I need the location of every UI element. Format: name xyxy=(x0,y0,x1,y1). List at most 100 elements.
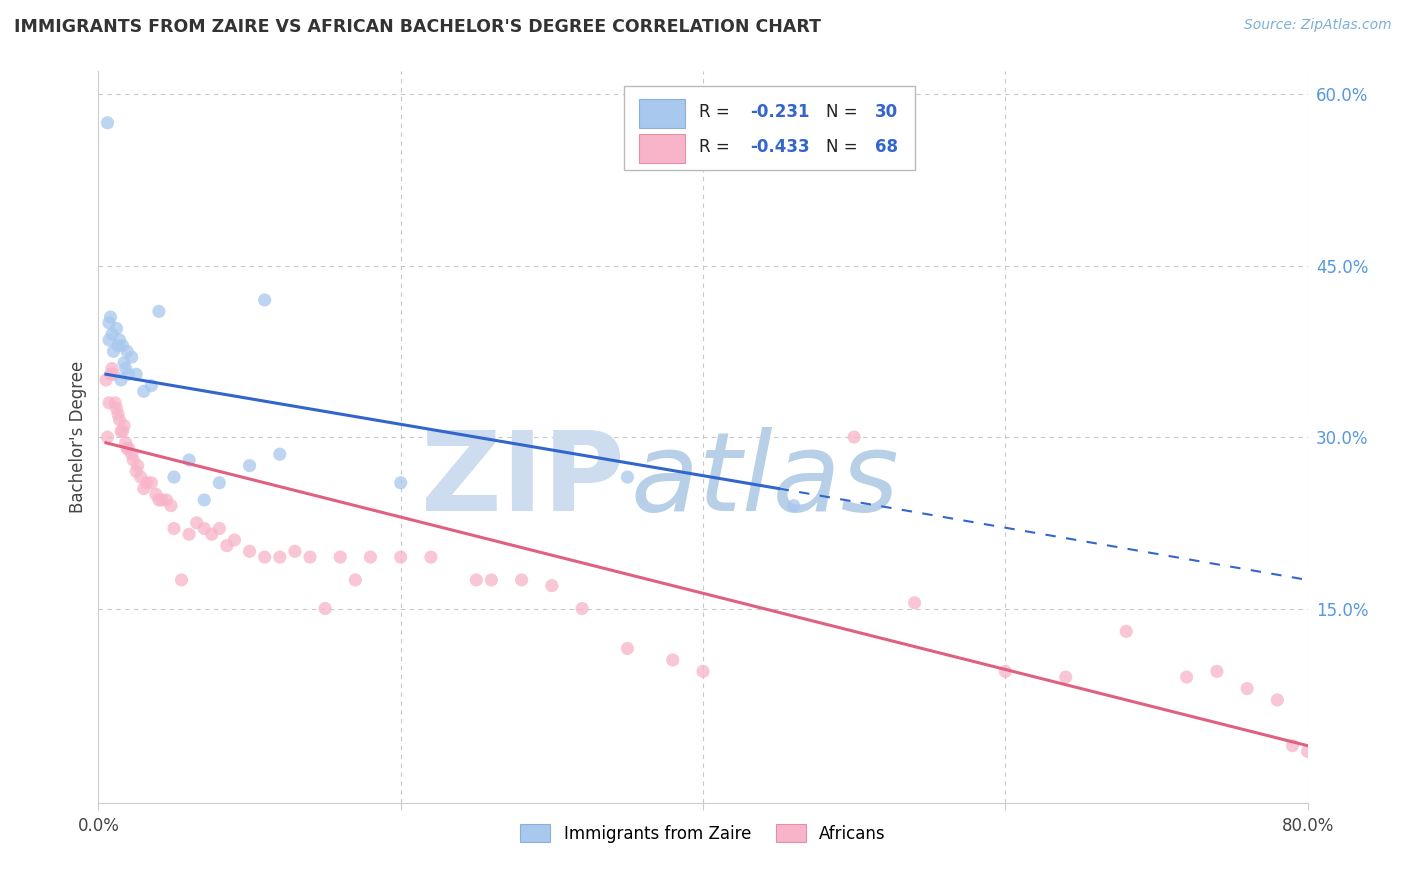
Point xyxy=(284,544,307,558)
Point xyxy=(1267,693,1289,707)
Point xyxy=(389,475,412,490)
Point xyxy=(692,665,714,679)
Point xyxy=(98,396,121,410)
Point xyxy=(193,521,215,535)
Point xyxy=(108,413,131,427)
Legend: Immigrants from Zaire, Africans: Immigrants from Zaire, Africans xyxy=(513,818,893,849)
Point xyxy=(215,539,238,553)
Point xyxy=(389,550,412,565)
Point xyxy=(101,361,124,376)
Point xyxy=(110,373,132,387)
Text: 68: 68 xyxy=(875,137,897,156)
Point xyxy=(1236,681,1258,696)
Point xyxy=(510,573,533,587)
Point xyxy=(540,579,562,593)
Point xyxy=(616,641,638,656)
Point xyxy=(208,475,231,490)
Text: Source: ZipAtlas.com: Source: ZipAtlas.com xyxy=(1244,18,1392,32)
Point xyxy=(104,396,127,410)
Point xyxy=(571,601,593,615)
Point xyxy=(115,344,138,359)
Point xyxy=(100,368,122,382)
Point xyxy=(121,447,143,461)
Point xyxy=(125,368,148,382)
Point xyxy=(1054,670,1077,684)
Point xyxy=(98,333,121,347)
Point xyxy=(141,475,163,490)
Point xyxy=(141,378,163,392)
Point xyxy=(160,499,183,513)
Point xyxy=(481,573,503,587)
Point xyxy=(129,470,152,484)
Point xyxy=(115,442,138,456)
Text: -0.231: -0.231 xyxy=(751,103,810,121)
Point xyxy=(253,550,276,565)
Point xyxy=(98,316,121,330)
Point xyxy=(1115,624,1137,639)
Point xyxy=(661,653,683,667)
Bar xyxy=(638,134,685,163)
Point xyxy=(179,453,201,467)
Point xyxy=(239,544,262,558)
Point xyxy=(111,338,134,352)
Point xyxy=(904,596,927,610)
Point xyxy=(314,601,336,615)
Point xyxy=(132,384,155,399)
Point xyxy=(1296,744,1319,758)
Point xyxy=(269,447,291,461)
Point xyxy=(224,533,246,547)
Point xyxy=(1175,670,1198,684)
Point xyxy=(114,361,136,376)
Point xyxy=(148,492,170,507)
Point xyxy=(112,356,135,370)
Text: N =: N = xyxy=(827,137,863,156)
Point xyxy=(1206,665,1229,679)
Point xyxy=(101,327,124,342)
Point xyxy=(344,573,367,587)
Point xyxy=(994,665,1017,679)
Point xyxy=(122,453,145,467)
Point xyxy=(163,521,186,535)
Text: R =: R = xyxy=(699,137,735,156)
Point xyxy=(103,368,125,382)
Point xyxy=(170,573,193,587)
Point xyxy=(1281,739,1303,753)
Point xyxy=(94,373,117,387)
Text: R =: R = xyxy=(699,103,735,121)
Point xyxy=(783,499,806,513)
Point xyxy=(112,418,135,433)
Point xyxy=(186,516,208,530)
Point xyxy=(150,492,173,507)
Point xyxy=(105,401,128,416)
Point xyxy=(127,458,149,473)
Point xyxy=(163,470,186,484)
Point xyxy=(135,475,157,490)
Point xyxy=(253,293,276,307)
Point xyxy=(105,321,128,335)
Point xyxy=(844,430,866,444)
Point xyxy=(616,470,638,484)
Point xyxy=(114,435,136,450)
Point xyxy=(107,338,129,352)
Text: ZIP: ZIP xyxy=(420,427,624,534)
Text: -0.433: -0.433 xyxy=(751,137,810,156)
Point xyxy=(179,527,201,541)
Point xyxy=(465,573,488,587)
Point xyxy=(360,550,382,565)
Point xyxy=(420,550,443,565)
Point xyxy=(121,350,143,364)
Point xyxy=(103,344,125,359)
Bar xyxy=(624,86,915,170)
Point xyxy=(125,464,148,478)
Point xyxy=(118,442,141,456)
Point xyxy=(155,492,177,507)
Point xyxy=(108,333,131,347)
Point xyxy=(96,116,118,130)
Text: IMMIGRANTS FROM ZAIRE VS AFRICAN BACHELOR'S DEGREE CORRELATION CHART: IMMIGRANTS FROM ZAIRE VS AFRICAN BACHELO… xyxy=(14,18,821,36)
Bar xyxy=(638,99,685,128)
Text: N =: N = xyxy=(827,103,863,121)
Point xyxy=(239,458,262,473)
Point xyxy=(110,425,132,439)
Point xyxy=(96,430,118,444)
Point xyxy=(193,492,215,507)
